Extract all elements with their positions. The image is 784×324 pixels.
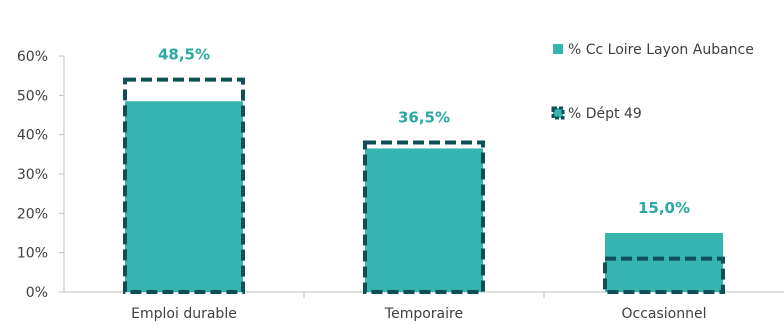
y-axis-ticks: 0% 10% 20% 30% 40% 50% 60% [17, 49, 64, 301]
data-label: 48,5% [158, 46, 210, 64]
bars [123, 77, 725, 295]
data-label: 36,5% [398, 109, 450, 127]
y-tick-label: 60% [17, 49, 48, 65]
bar-cc [605, 233, 723, 292]
y-tick-label: 40% [17, 128, 48, 144]
legend-label-cc: % Cc Loire Layon Aubance [568, 42, 754, 58]
x-category-label: Occasionnel [622, 306, 707, 322]
bar-cc [125, 101, 243, 292]
y-tick-label: 10% [17, 246, 48, 262]
legend: % Cc Loire Layon Aubance % Dépt 49 [551, 42, 754, 122]
bar-dept [603, 256, 725, 295]
y-tick-label: 30% [17, 167, 48, 183]
y-tick-label: 20% [17, 206, 48, 222]
legend-swatch-dept [551, 106, 565, 120]
x-category-label: Temporaire [384, 306, 463, 322]
bar-dept [123, 77, 245, 294]
y-tick-label: 0% [26, 285, 48, 301]
legend-swatch-cc [553, 44, 563, 54]
y-tick-label: 50% [17, 88, 48, 104]
bar-dept [363, 140, 485, 294]
legend-label-dept: % Dépt 49 [568, 106, 642, 122]
data-label: 15,0% [638, 199, 690, 217]
x-category-label: Emploi durable [131, 306, 237, 322]
data-labels: 48,5% 36,5% 15,0% [158, 46, 690, 217]
x-axis-ticks: Emploi durable Temporaire Occasionnel [131, 292, 707, 322]
bar-cc [365, 148, 483, 292]
